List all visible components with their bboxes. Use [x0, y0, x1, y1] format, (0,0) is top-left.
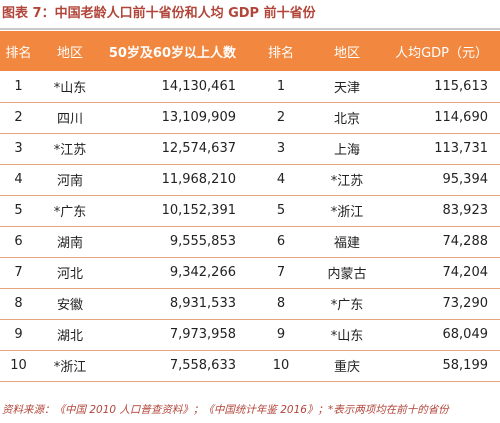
cell-gdp-per-capita: 74,288: [442, 234, 489, 249]
table-row: 6 湖南 9,555,853 6 福建 74,288: [0, 226, 500, 257]
cell-elderly-population: 7,558,633: [169, 358, 236, 373]
table-row: 8 安徽 8,931,533 8 *广东 73,290: [0, 288, 500, 319]
table-header: 排名 地区 50岁及60岁以上人数 排名 地区 人均GDP（元）: [0, 31, 500, 71]
cell-region-right: *广东: [330, 298, 364, 313]
source-footnote: 资料来源：《中国 2010 人口普查资料》；《中国统计年鉴 2016》；*表示两…: [2, 404, 449, 416]
cell-rank-right: 6: [276, 234, 286, 249]
cell-rank-left: 9: [14, 327, 23, 342]
cell-region-right: 福建: [333, 236, 360, 251]
table-row: 1 *山东 14,130,461 1 天津 115,613: [0, 71, 500, 102]
cell-gdp-per-capita: 95,394: [442, 172, 489, 187]
table-row: 2 四川 13,109,909 2 北京 114,690: [0, 102, 500, 133]
cell-gdp-per-capita: 68,049: [442, 327, 489, 342]
cell-region-right: 内蒙古: [327, 267, 367, 282]
cell-elderly-population: 11,968,210: [161, 172, 236, 187]
header-elderly-population: 50岁及60岁以上人数: [108, 45, 236, 61]
cell-rank-right: 4: [276, 172, 286, 187]
cell-gdp-per-capita: 58,199: [442, 358, 489, 373]
cell-rank-right: 8: [276, 296, 286, 311]
cell-rank-left: 6: [14, 234, 23, 249]
cell-region-right: *山东: [330, 329, 364, 344]
cell-rank-left: 8: [14, 296, 23, 311]
cell-region-left: 湖南: [56, 236, 83, 251]
cell-elderly-population: 12,574,637: [161, 141, 236, 156]
cell-region-right: 天津: [333, 80, 360, 96]
cell-region-left: *山东: [53, 80, 87, 96]
cell-region-left: 河北: [56, 267, 83, 282]
cell-region-left: 湖北: [56, 329, 83, 344]
cell-region-left: *江苏: [53, 143, 87, 158]
table-row: 10 *浙江 7,558,633 10 重庆 58,199: [0, 350, 500, 381]
table-row: 5 *广东 10,152,391 5 *浙江 83,923: [0, 195, 500, 226]
cell-elderly-population: 8,931,533: [169, 296, 236, 311]
cell-rank-left: 2: [14, 110, 23, 125]
cell-rank-left: 10: [10, 358, 27, 373]
cell-elderly-population: 13,109,909: [161, 110, 236, 125]
cell-region-left: *广东: [53, 205, 87, 220]
cell-elderly-population: 7,973,958: [169, 327, 236, 342]
cell-rank-right: 7: [276, 265, 286, 280]
cell-region-left: 河南: [56, 174, 83, 189]
cell-rank-left: 4: [14, 172, 23, 187]
figure-title: 图表 7：中国老龄人口前十省份和人均 GDP 前十省份: [2, 6, 316, 21]
cell-region-right: 北京: [333, 112, 360, 127]
data-table: 排名 地区 50岁及60岁以上人数 排名 地区 人均GDP（元） 1 *山东 14,…: [0, 31, 500, 382]
cell-region-left: 四川: [56, 112, 83, 127]
header-gdp-per-capita: 人均GDP（元）: [395, 45, 488, 61]
cell-region-right: *江苏: [330, 174, 364, 189]
cell-rank-right: 5: [276, 203, 286, 218]
cell-rank-left: 5: [14, 203, 23, 218]
cell-rank-left: 7: [14, 265, 23, 280]
cell-elderly-population: 9,342,266: [169, 265, 236, 280]
header-rank-right: 排名: [267, 45, 294, 61]
table-row: 4 河南 11,968,210 4 *江苏 95,394: [0, 164, 500, 195]
cell-elderly-population: 14,130,461: [161, 78, 236, 94]
cell-rank-right: 9: [276, 327, 286, 342]
title-divider: [0, 28, 500, 30]
cell-region-right: *浙江: [330, 205, 364, 220]
header-region-left: 地区: [56, 45, 83, 61]
table-row: 7 河北 9,342,266 7 内蒙古 74,204: [0, 257, 500, 288]
table-body: 1 *山东 14,130,461 1 天津 115,613 2 四川 13,109,909 2 北京…: [0, 71, 500, 381]
cell-gdp-per-capita: 114,690: [434, 110, 488, 125]
cell-rank-left: 3: [14, 141, 23, 156]
header-rank-left: 排名: [5, 45, 32, 61]
cell-region-right: 重庆: [333, 360, 360, 375]
cell-elderly-population: 9,555,853: [169, 234, 236, 249]
cell-region-left: 安徽: [56, 298, 83, 313]
cell-gdp-per-capita: 83,923: [442, 203, 489, 218]
cell-rank-right: 10: [272, 358, 290, 373]
header-region-right: 地区: [333, 45, 360, 61]
cell-region-left: *浙江: [53, 360, 87, 375]
cell-rank-right: 2: [276, 110, 286, 125]
cell-gdp-per-capita: 74,204: [442, 265, 489, 280]
cell-rank-left: 1: [14, 78, 23, 94]
cell-rank-right: 3: [276, 141, 286, 156]
table-row: 9 湖北 7,973,958 9 *山东 68,049: [0, 319, 500, 350]
cell-gdp-per-capita: 73,290: [442, 296, 489, 311]
header-row: 排名 地区 50岁及60岁以上人数 排名 地区 人均GDP（元）: [0, 31, 500, 71]
table-row: 3 *江苏 12,574,637 3 上海 113,731: [0, 133, 500, 164]
cell-gdp-per-capita: 115,613: [434, 78, 488, 94]
cell-gdp-per-capita: 113,731: [434, 141, 488, 156]
cell-elderly-population: 10,152,391: [161, 203, 236, 218]
cell-rank-right: 1: [276, 78, 286, 94]
cell-region-right: 上海: [333, 143, 360, 158]
